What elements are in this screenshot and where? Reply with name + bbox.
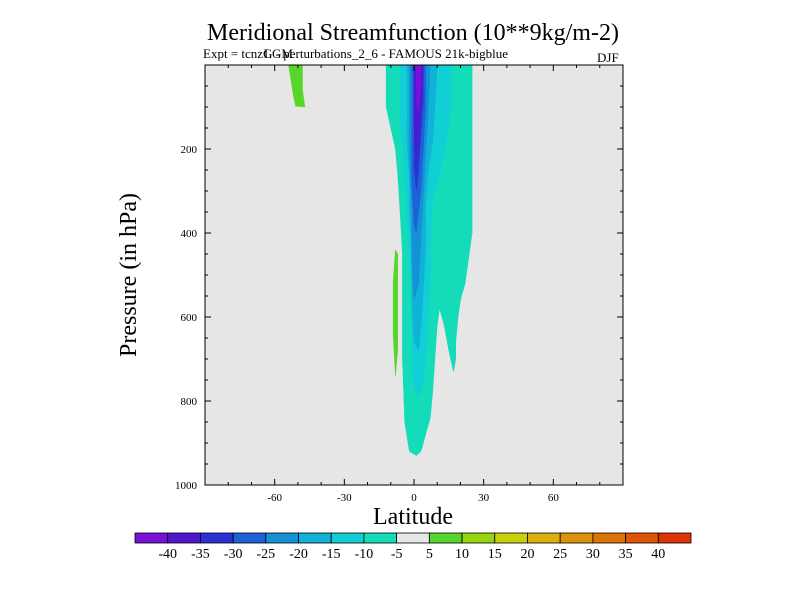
colorbar-label: 15: [488, 547, 502, 562]
colorbar-swatch: [494, 532, 528, 544]
x-tick-label: -60: [267, 492, 282, 504]
colorbar-label: 25: [553, 547, 567, 562]
x-tick-label: 30: [478, 492, 490, 504]
colorbar-swatch: [167, 532, 201, 544]
colorbar-label: 40: [651, 547, 665, 562]
colorbar-label: -35: [191, 547, 210, 562]
contour-fills: [288, 64, 473, 456]
colorbar-label: 30: [586, 547, 600, 562]
colorbar-swatch: [134, 532, 169, 544]
colorbar-label: -10: [355, 547, 374, 562]
colorbar-label: 20: [520, 547, 534, 562]
colorbar-swatch: [559, 532, 594, 544]
colorbar-swatch: [200, 532, 234, 544]
season-label: DJF: [597, 50, 619, 65]
contour-region-positive-low-cell: [392, 248, 398, 376]
y-tick-label: 600: [181, 312, 198, 324]
colorbar-swatch: [298, 532, 332, 544]
colorbar-label: -40: [158, 547, 177, 562]
colorbar-swatch: [330, 532, 365, 544]
colorbar-label: -25: [256, 547, 275, 562]
y-axis-ticks: 200 400 600 800 1000: [175, 85, 623, 492]
colorbar: -40 -35 -30 -25 -20 -15 -10 -5 5 10 15 20 25 30 35 40: [134, 532, 692, 562]
y-tick-label: 1000: [175, 480, 198, 492]
y-tick-label: 400: [181, 228, 198, 240]
colorbar-label: -5: [391, 547, 403, 562]
y-tick-label: 800: [181, 396, 198, 408]
colorbar-label: -30: [224, 547, 243, 562]
x-tick-label: -30: [337, 492, 352, 504]
chart-title: Meridional Streamfunction (10**9kg/m-2): [207, 20, 619, 46]
colorbar-swatch: [461, 532, 496, 544]
y-tick-label: 200: [181, 144, 198, 156]
experiment-subtitle-overlay: LGM: [264, 46, 293, 61]
colorbar-swatch: [232, 532, 267, 544]
colorbar-swatch: [363, 532, 398, 544]
colorbar-swatch: [428, 532, 463, 544]
x-axis-label: Latitude: [373, 504, 453, 530]
colorbar-label: -15: [322, 547, 341, 562]
x-tick-label: 0: [411, 492, 417, 504]
colorbar-label: 5: [426, 547, 433, 562]
y-axis-label: Pressure (in hPa): [116, 193, 142, 357]
colorbar-swatch: [657, 532, 692, 544]
experiment-subtitle: Expt = tcnzG - perturbations_2_6 - FAMOU…: [203, 46, 508, 61]
colorbar-label: 10: [455, 547, 469, 562]
colorbar-swatch: [625, 532, 659, 544]
colorbar-swatch: [265, 532, 299, 544]
x-tick-label: 60: [548, 492, 560, 504]
colorbar-swatch: [396, 532, 430, 544]
colorbar-label: -20: [289, 547, 308, 562]
colorbar-swatch: [592, 532, 626, 544]
colorbar-label: 35: [619, 547, 633, 562]
colorbar-swatch: [527, 532, 561, 544]
x-axis-ticks: -60 -30 0 30 60: [227, 65, 601, 504]
